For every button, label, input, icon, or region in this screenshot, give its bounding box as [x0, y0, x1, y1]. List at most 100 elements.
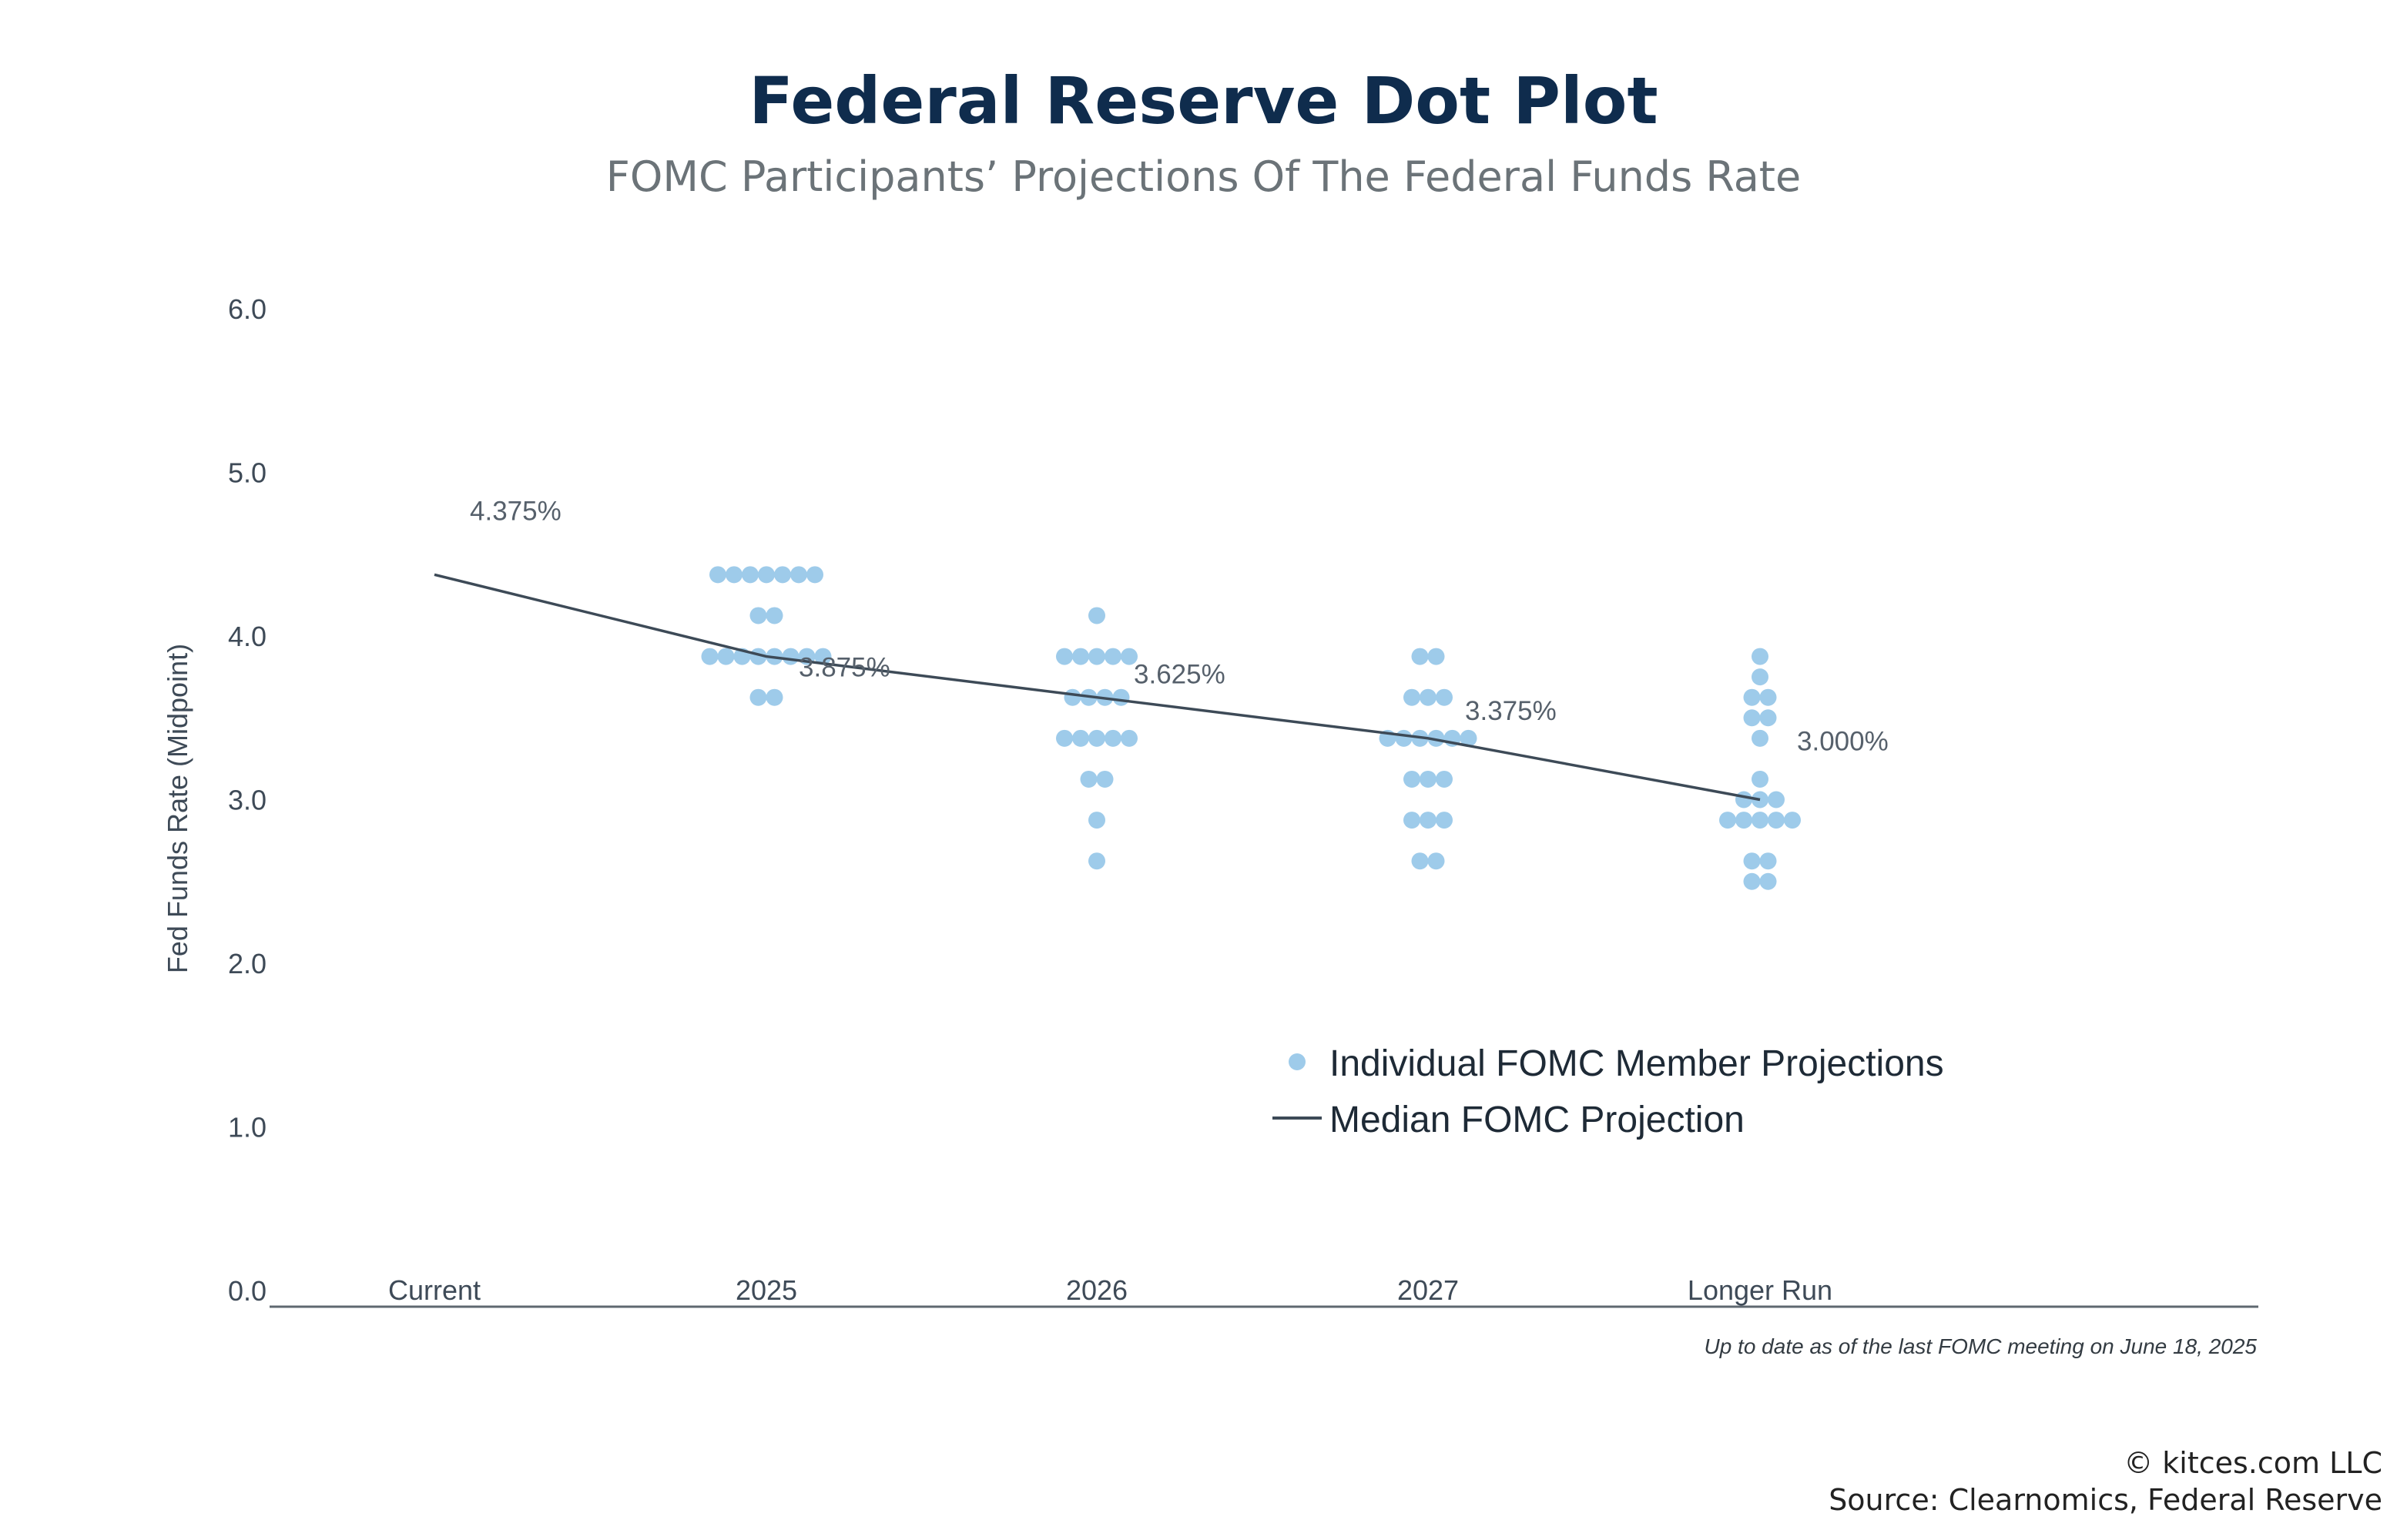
projection-dot	[749, 688, 767, 706]
projection-dot	[1056, 729, 1073, 747]
y-tick-label: 0.0	[228, 1275, 267, 1307]
projection-dot	[1411, 852, 1429, 870]
median-value-label: 3.000%	[1797, 727, 1889, 757]
projection-dot	[1752, 668, 1768, 686]
projection-dot	[1420, 812, 1436, 829]
projection-dot	[1735, 812, 1752, 829]
projection-dot	[742, 566, 759, 584]
projection-dot	[1088, 812, 1105, 829]
legend-label-median: Median FOMC Projection	[1329, 1100, 1745, 1140]
projection-dot	[774, 566, 791, 584]
projection-dot	[1759, 688, 1777, 706]
projection-dot	[1743, 852, 1761, 870]
projection-dot	[1768, 812, 1785, 829]
projection-dot	[1735, 791, 1752, 808]
y-tick-label: 4.0	[228, 621, 267, 652]
y-tick-label: 2.0	[228, 948, 267, 979]
projection-dot	[726, 566, 743, 584]
median-value-label: 3.625%	[1134, 660, 1225, 690]
projection-dot	[1403, 688, 1420, 706]
projection-dot	[1121, 729, 1138, 747]
projection-dot	[1072, 729, 1089, 747]
projection-dot	[790, 566, 807, 584]
projection-dot	[758, 566, 775, 584]
projection-dot	[1436, 770, 1453, 788]
projection-dot	[1759, 709, 1777, 727]
chart-title: Federal Reserve Dot Plot	[749, 63, 1658, 139]
projection-dot	[1743, 872, 1761, 890]
x-axis-labels: Current 2025 2026 2027 Longer Run	[388, 1274, 1832, 1306]
y-tick-label: 3.0	[228, 785, 267, 816]
projection-dot	[1121, 648, 1138, 665]
projection-dot	[1427, 729, 1445, 747]
x-category-label: 2025	[736, 1274, 797, 1306]
projection-dot	[1436, 688, 1453, 706]
projection-dot	[1436, 812, 1453, 829]
projection-dot	[1752, 729, 1768, 747]
projection-dot	[1072, 648, 1089, 665]
x-category-label: Longer Run	[1688, 1274, 1832, 1306]
update-note: Up to date as of the last FOMC meeting o…	[1704, 1334, 2257, 1358]
projection-dot	[766, 607, 783, 624]
projection-dot	[1088, 648, 1105, 665]
projection-dot	[1743, 709, 1761, 727]
legend-label-dots: Individual FOMC Member Projections	[1329, 1043, 1944, 1084]
projection-dot	[1088, 729, 1105, 747]
projection-dot	[1743, 688, 1761, 706]
projection-dot	[1719, 812, 1736, 829]
median-value-label: 4.375%	[470, 496, 562, 526]
x-category-label: Current	[388, 1274, 481, 1306]
projection-dot	[1759, 872, 1777, 890]
projection-dot	[1752, 812, 1768, 829]
projection-dot	[1088, 607, 1105, 624]
projection-dot	[782, 648, 800, 665]
legend-dot-swatch	[1289, 1053, 1306, 1070]
y-axis-label: Fed Funds Rate (Midpoint)	[162, 644, 193, 973]
median-labels: 4.375% 3.875% 3.625% 3.375% 3.000%	[470, 496, 1889, 756]
projection-dot	[1403, 770, 1420, 788]
projection-dot	[717, 648, 735, 665]
projection-dot	[749, 607, 767, 624]
median-value-label: 3.875%	[799, 653, 890, 683]
source-note: Source: Clearnomics, Federal Reserve	[1829, 1483, 2382, 1517]
chart-subtitle: FOMC Participants’ Projections Of The Fe…	[605, 152, 1802, 201]
projection-dot	[806, 566, 823, 584]
projection-dot	[1395, 729, 1413, 747]
projection-dot	[709, 566, 726, 584]
projection-dot	[1105, 648, 1121, 665]
projection-dot	[1403, 812, 1420, 829]
projection-dot	[1411, 648, 1429, 665]
projection-dot	[1759, 852, 1777, 870]
projection-dot	[1420, 688, 1436, 706]
projection-dot	[1427, 648, 1445, 665]
y-tick-label: 5.0	[228, 457, 267, 489]
projection-dot	[1420, 770, 1436, 788]
projection-dots	[701, 566, 1801, 890]
median-line	[434, 573, 1761, 802]
projection-dot	[1752, 770, 1768, 788]
y-axis: 0.0 1.0 2.0 3.0 4.0 5.0 6.0	[228, 293, 267, 1307]
projection-dot	[701, 648, 719, 665]
x-category-label: 2027	[1397, 1274, 1459, 1306]
legend: Individual FOMC Member Projections Media…	[1272, 1043, 1944, 1140]
projection-dot	[1105, 729, 1121, 747]
y-tick-label: 1.0	[228, 1112, 267, 1143]
projection-dot	[814, 648, 832, 665]
copyright: © kitces.com LLC	[2124, 1446, 2382, 1480]
projection-dot	[1460, 729, 1477, 747]
projection-dot	[1752, 648, 1768, 665]
projection-dot	[1080, 770, 1098, 788]
projection-dot	[1784, 812, 1801, 829]
projection-dot	[1096, 770, 1114, 788]
median-value-label: 3.375%	[1465, 696, 1557, 726]
x-category-label: 2026	[1066, 1274, 1128, 1306]
projection-dot	[1064, 688, 1081, 706]
projection-dot	[1112, 688, 1130, 706]
projection-dot	[1056, 648, 1073, 665]
projection-dot	[1088, 852, 1105, 870]
y-tick-label: 6.0	[228, 293, 267, 325]
projection-dot	[1768, 791, 1785, 808]
projection-dot	[1427, 852, 1445, 870]
median-projection	[434, 573, 1761, 802]
